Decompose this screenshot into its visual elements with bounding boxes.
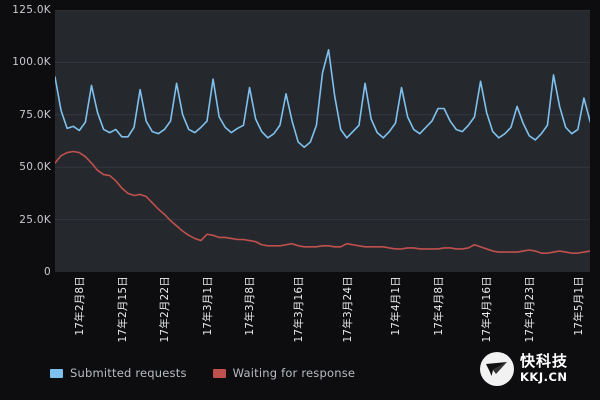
watermark-text: 快科技 KKJ.CN: [520, 354, 568, 384]
gridlines: [55, 10, 590, 221]
x-axis-label: 17年4月16日: [481, 276, 494, 343]
kkj-logo-icon: [480, 352, 514, 386]
x-axis-label: 17年3月24日: [341, 276, 354, 343]
legend-label: Waiting for response: [232, 366, 356, 380]
x-axis-label: 17年3月8日: [244, 276, 257, 336]
plot-area: [55, 10, 590, 272]
chart-legend: Submitted requests Waiting for response: [50, 366, 355, 380]
x-axis-label: 17年3月16日: [293, 276, 306, 343]
series-line: [55, 49, 590, 149]
x-axis-label: 17年5月1日: [572, 276, 585, 336]
legend-item[interactable]: Waiting for response: [212, 366, 356, 380]
legend-label: Submitted requests: [70, 366, 187, 380]
legend-swatch-icon: [50, 368, 63, 378]
y-axis-label: 25.0K: [19, 213, 51, 226]
y-axis-label: 0: [44, 266, 51, 278]
x-axis-label: 17年2月22日: [159, 276, 172, 343]
watermark-cn: 快科技: [520, 352, 569, 371]
series-lines: [55, 49, 590, 254]
y-axis-label: 100.0K: [12, 56, 51, 69]
legend-swatch-icon: [212, 368, 226, 378]
y-axis-label: 75.0K: [19, 108, 51, 121]
series-line: [55, 150, 590, 254]
x-axis-label: 17年4月23日: [524, 276, 537, 343]
x-axis-label: 17年2月15日: [116, 276, 129, 343]
x-axis-label: 17年4月1日: [390, 276, 403, 336]
plot-svg: [55, 10, 590, 254]
y-axis-label: 50.0K: [19, 161, 51, 174]
y-axis-label: 125.0K: [12, 4, 51, 16]
paper-plane-icon: [486, 362, 507, 376]
x-axis-label: 17年2月8日: [74, 276, 87, 336]
x-axis-label: 17年4月8日: [432, 276, 445, 336]
watermark: 快科技 KKJ.CN: [480, 352, 568, 386]
x-axis-label: 17年3月1日: [201, 276, 214, 336]
legend-item[interactable]: Submitted requests: [50, 366, 187, 380]
watermark-en: KKJ.CN: [520, 370, 568, 385]
